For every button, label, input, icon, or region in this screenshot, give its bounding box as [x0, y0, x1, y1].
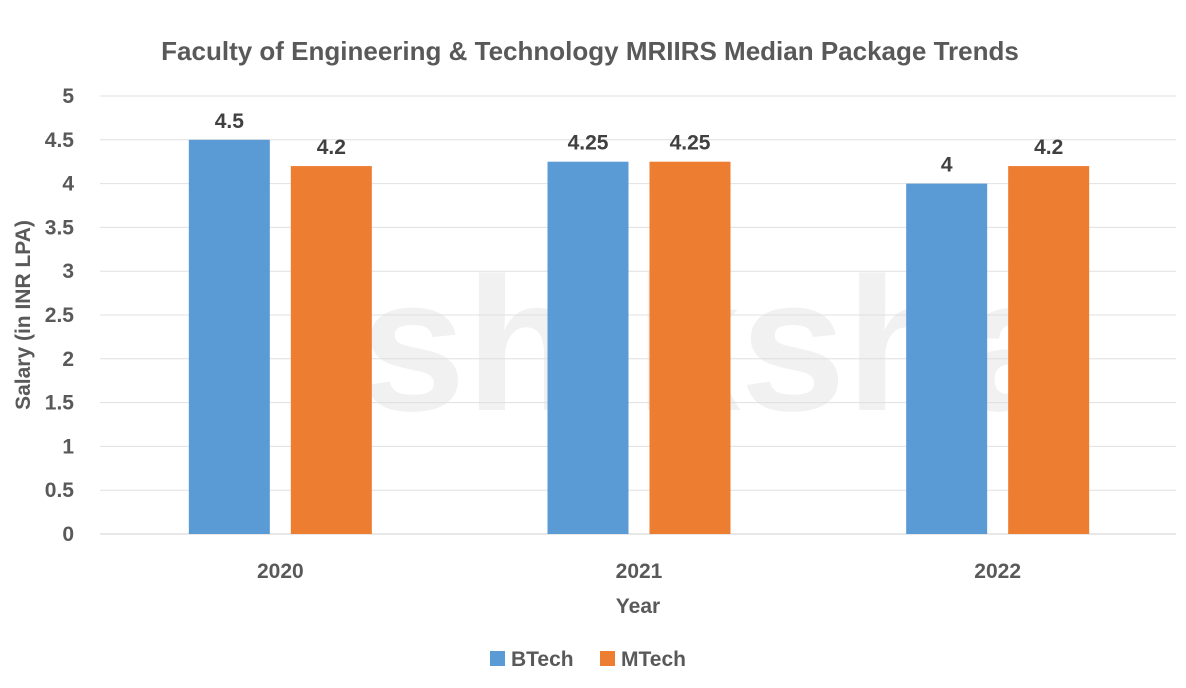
x-axis-ticks: 2020 2021 2022: [257, 560, 1021, 583]
y-tick-label: 1: [62, 435, 74, 458]
y-tick-label: 4: [62, 173, 74, 196]
y-tick-label: 3: [62, 260, 74, 283]
gridlines: [100, 95, 1176, 535]
y-tick-label: 5: [62, 85, 74, 108]
legend-label-btech: BTech: [511, 648, 574, 671]
x-tick-label: 2021: [616, 560, 663, 583]
x-tick-label: 2022: [974, 560, 1021, 583]
y-tick-label: 0.5: [45, 479, 75, 502]
bar-btech-2022: [906, 183, 988, 534]
bar-mtech-2020: [290, 166, 372, 534]
legend-label-mtech: MTech: [621, 648, 686, 671]
data-label: 4.2: [1034, 136, 1063, 159]
y-tick-label: 2: [62, 348, 74, 371]
legend-swatch-btech: [490, 651, 505, 666]
legend: BTech MTech: [490, 648, 686, 671]
bar-mtech-2021: [649, 161, 731, 534]
y-tick-label: 3.5: [45, 216, 75, 239]
data-label: 4.25: [670, 132, 711, 155]
chart-title: Faculty of Engineering & Technology MRII…: [161, 36, 1019, 66]
x-axis-title: Year: [616, 595, 660, 618]
y-tick-label: 0: [62, 523, 74, 546]
x-tick-label: 2020: [257, 560, 304, 583]
bar-mtech-2022: [1008, 166, 1090, 534]
y-tick-label: 2.5: [45, 304, 75, 327]
bars: 4.5 4.2 4.25 4.25 4 4.2: [188, 110, 1090, 535]
y-tick-label: 4.5: [45, 129, 75, 152]
y-axis-ticks: 0 0.5 1 1.5 2 2.5 3 3.5 4 4.5 5: [45, 85, 75, 546]
bar-btech-2021: [547, 161, 629, 534]
data-label: 4: [941, 154, 953, 177]
legend-swatch-mtech: [600, 651, 615, 666]
y-axis-title: Salary (in INR LPA): [12, 220, 35, 410]
data-label: 4.2: [317, 136, 346, 159]
data-label: 4.25: [568, 132, 609, 155]
y-tick-label: 1.5: [45, 392, 75, 415]
data-label: 4.5: [215, 110, 245, 133]
bar-btech-2020: [188, 139, 270, 535]
